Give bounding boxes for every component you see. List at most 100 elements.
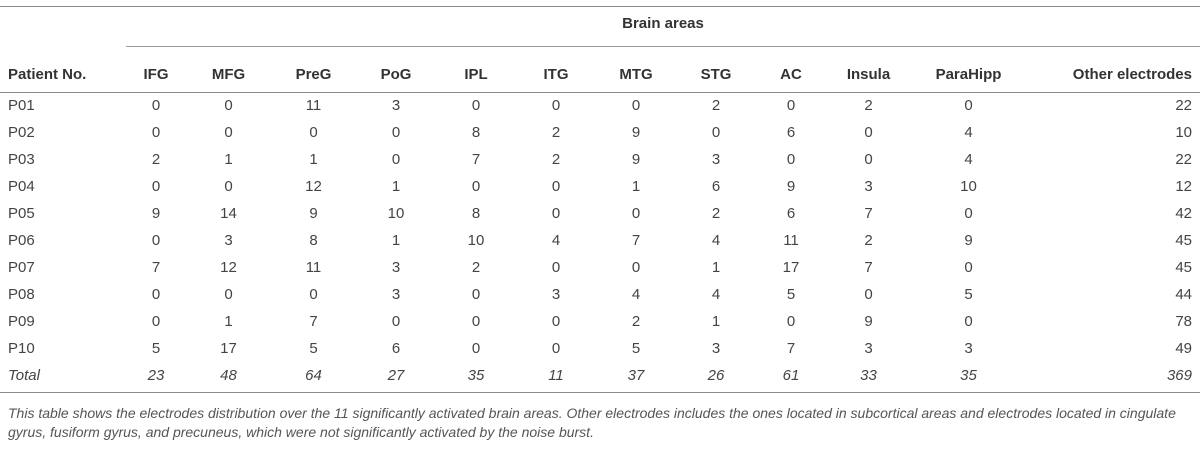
column-header-other-electrodes: Other electrodes [1072,65,1192,83]
table-cell: 9 [151,205,161,222]
table-cell: 0 [151,232,161,249]
table-cell: 0 [551,205,561,222]
table-cell: 8 [309,232,318,249]
table-cell: 7 [631,232,641,249]
table-cell: 0 [471,313,481,330]
table-cell: 1 [711,259,721,276]
table-cell: 2 [631,313,641,330]
table-cell: 6 [391,340,401,357]
column-header-ifg: IFG [143,65,169,83]
table-cell: 6 [711,178,721,195]
table-row: P04 0 0 12 1 0 0 1 6 9 3 10 12 [0,173,1200,200]
table-cell: 3 [391,259,401,276]
table-cell: 10 [387,205,405,222]
column-header-stg: STG [700,65,732,83]
table-cell: 369 [1166,367,1192,384]
table-cell: 2 [864,97,873,114]
table-cell: 7 [864,259,873,276]
row-label-cell: P04 [8,178,35,195]
table-cell: 7 [151,259,161,276]
table-cell: 0 [964,259,973,276]
table-cell: 8 [471,124,481,141]
table-cell: 7 [471,151,481,168]
table-cell: 1 [391,178,401,195]
table-cell: 0 [964,97,973,114]
column-header-ipl: IPL [464,65,488,83]
table-cell: 1 [631,178,641,195]
table-row: P10 5 17 5 6 0 0 5 3 7 3 3 49 [0,335,1200,362]
top-rule [0,6,1200,7]
table-cell: 3 [391,286,401,303]
table-cell: 22 [1175,97,1192,114]
table-cell: 0 [471,97,481,114]
table-cell: 0 [551,313,561,330]
table-cell: 0 [864,151,873,168]
table-cell: 61 [782,367,800,384]
table-cell: 0 [224,178,233,195]
column-header-insula: Insula [846,65,891,83]
table-cell: 0 [471,178,481,195]
table-cell: 0 [964,313,973,330]
table-cell: 45 [1175,232,1192,249]
table-cell: 0 [224,286,233,303]
table-cell: 1 [224,313,233,330]
table-cell: 17 [782,259,800,276]
table-cell: 0 [631,259,641,276]
table-row: P02 0 0 0 0 8 2 9 0 6 0 4 10 [0,119,1200,146]
table-cell: 48 [220,367,237,384]
table-cell: 45 [1175,259,1192,276]
table-cell: 49 [1175,340,1192,357]
table-cell: 10 [467,232,485,249]
table-cell: 4 [964,151,973,168]
row-label-cell: P06 [8,232,35,249]
table-cell: 44 [1175,286,1192,303]
table-cell: 37 [627,367,645,384]
table-cell: 0 [309,286,318,303]
total-row: Total 23 48 64 27 35 11 37 26 61 33 35 369 [0,362,1200,389]
table-cell: 0 [551,178,561,195]
table-cell: 0 [551,97,561,114]
table-cell: 0 [631,205,641,222]
table-cell: 5 [151,340,161,357]
column-header-parahipp: ParaHipp [935,65,1002,83]
table-cell: 8 [471,205,481,222]
table-cell: 2 [551,124,561,141]
table-cell: 9 [786,178,796,195]
table-cell: 11 [783,232,799,249]
table-cell: 0 [551,340,561,357]
table-cell: 9 [864,313,873,330]
table-caption: This table shows the electrodes distribu… [8,405,1176,440]
table-cell: 17 [220,340,237,357]
table-cell: 35 [467,367,485,384]
table-cell: 0 [224,124,233,141]
table-cell: 0 [151,124,161,141]
table-cell: 0 [864,286,873,303]
table-cell: 0 [151,286,161,303]
table-cell: 1 [309,151,318,168]
table-row: P03 2 1 1 0 7 2 9 3 0 0 4 22 [0,146,1200,173]
table-cell: 11 [305,259,322,276]
table-cell: 78 [1175,313,1192,330]
row-label-cell: P10 [8,340,35,357]
table-cell: 6 [786,205,796,222]
table-cell: 3 [391,97,401,114]
table-cell: 0 [711,124,721,141]
table-cell: 9 [631,151,641,168]
table-row: P06 0 3 8 1 10 4 7 4 11 2 9 45 [0,227,1200,254]
table-cell: 12 [1175,178,1192,195]
table-cell: 3 [711,151,721,168]
table-cell: 12 [305,178,322,195]
table-cell: 1 [224,151,233,168]
column-header-preg: PreG [295,65,332,83]
table-cell: 3 [551,286,561,303]
table-cell: 7 [309,313,318,330]
table-cell: 33 [860,367,877,384]
column-header-pog: PoG [380,65,412,83]
table-cell: 11 [548,367,564,384]
table-cell: 27 [387,367,405,384]
table-cell: 42 [1175,205,1192,222]
table-cell: 0 [471,286,481,303]
row-label-cell: P08 [8,286,35,303]
column-header-mtg: MTG [619,65,653,83]
table-cell: 7 [786,340,796,357]
